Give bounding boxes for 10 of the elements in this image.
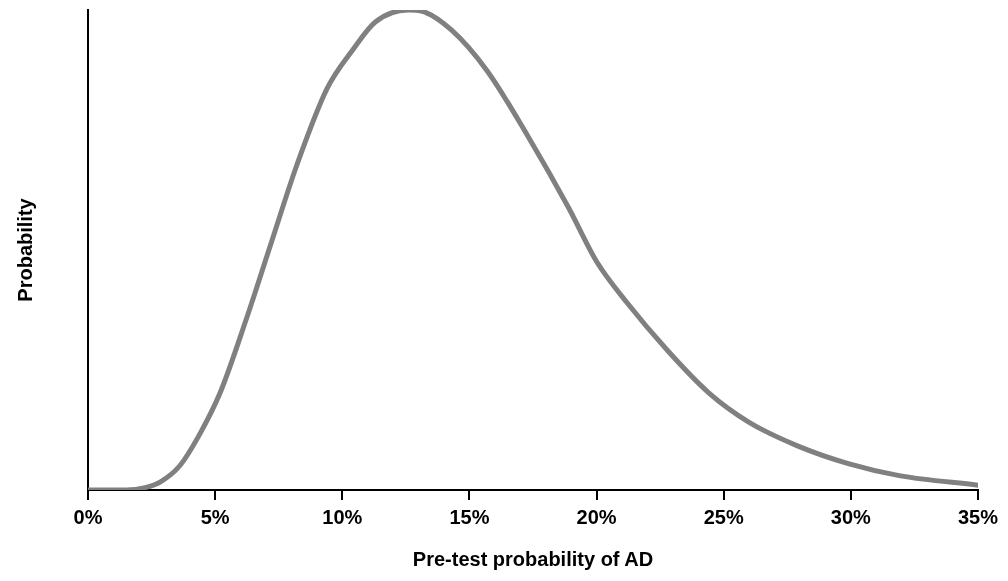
x-axis-title: Pre-test probability of AD xyxy=(412,547,654,570)
x-tick-label: 25% xyxy=(703,505,744,528)
x-tick-label: 35% xyxy=(957,505,999,528)
x-tick-label: 10% xyxy=(322,505,363,528)
x-tick-label: 0% xyxy=(73,505,103,528)
x-tick-label: 30% xyxy=(830,505,872,528)
x-tick-label: 20% xyxy=(576,505,617,528)
y-axis-title: Probability xyxy=(13,197,36,302)
x-tick-label: 5% xyxy=(200,505,230,528)
x-tick-label: 15% xyxy=(449,505,490,528)
